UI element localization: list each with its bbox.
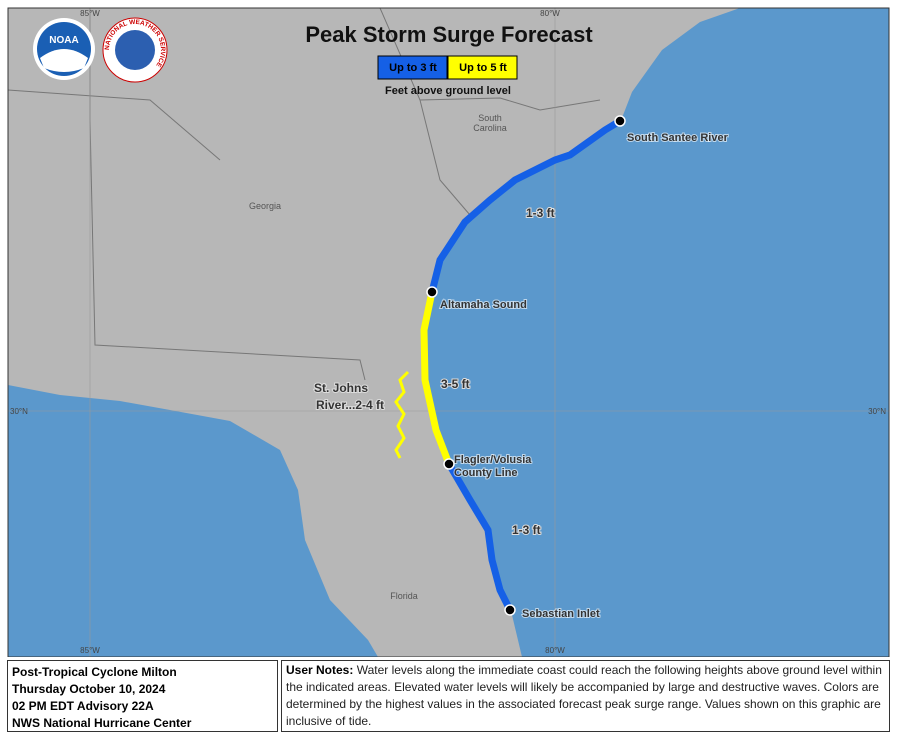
location-label: Sebastian Inlet (522, 608, 600, 620)
logo-bird (40, 49, 88, 72)
lat-label: 30°N (10, 407, 28, 416)
location-marker (504, 604, 516, 616)
lon-label: 85°W (80, 646, 100, 655)
nws-logo: NATIONAL WEATHER SERVICE (102, 17, 168, 83)
border (379, 7, 471, 216)
border (419, 97, 601, 111)
location-label: Altamaha Sound (440, 299, 527, 311)
title: Peak Storm Surge Forecast (305, 22, 593, 47)
river-surge-line (394, 370, 410, 459)
segment-label: 1-3 ft (512, 523, 541, 537)
lat-label: 30°N (868, 407, 886, 416)
graticule (8, 8, 889, 657)
region-label: Georgia (249, 201, 281, 211)
legend-swatch (377, 55, 448, 80)
user-notes: User Notes: Water levels along the immed… (281, 660, 890, 732)
logo-disc (115, 30, 155, 70)
location-label: County Line (454, 467, 518, 479)
location-marker (614, 115, 626, 127)
legend-label: Up to 3 ft (389, 62, 437, 74)
advisory-info: Post-Tropical Cyclone Milton Thursday Oc… (7, 660, 278, 732)
info-line: NWS National Hurricane Center (12, 716, 192, 730)
notes-label: User Notes: (286, 663, 354, 677)
info-line: 02 PM EDT Advisory 22A (12, 699, 154, 713)
border (7, 89, 221, 161)
lon-label: 80°W (545, 646, 565, 655)
location-marker (443, 458, 455, 470)
surge-line (420, 288, 453, 468)
location-label: Flagler/Volusia (454, 454, 532, 466)
location-marker (426, 286, 438, 298)
legend: Up to 3 ft Up to 5 ft (377, 55, 518, 80)
lon-label: 85°W (80, 9, 100, 18)
gulf-of-mexico (8, 385, 378, 657)
segment-label: St. Johns (314, 381, 368, 395)
map: 85°W 80°W 85°W 80°W 30°N 30°N South Caro… (7, 7, 890, 657)
markers (426, 115, 626, 616)
map-border (7, 7, 890, 657)
lon-label: 80°W (540, 9, 560, 18)
info-line: Post-Tropical Cyclone Milton (12, 665, 177, 679)
legend-label: Up to 5 ft (459, 62, 507, 74)
legend-swatch (447, 55, 518, 80)
segment-label: 3-5 ft (441, 377, 470, 391)
notes-text: Water levels along the immediate coast c… (286, 663, 882, 728)
surge-line (445, 460, 514, 614)
segment-label: River...2-4 ft (316, 398, 384, 412)
region-label: Florida (390, 591, 418, 601)
noaa-logo: NOAA (33, 18, 95, 80)
location-label: South Santee River (627, 132, 729, 144)
logo-text: NOAA (49, 35, 78, 46)
region-label: South (478, 113, 502, 123)
info-line: Thursday October 10, 2024 (12, 682, 166, 696)
segment-label: 1-3 ft (526, 206, 555, 220)
region-label: Carolina (473, 123, 507, 133)
legend-caption: Feet above ground level (385, 85, 511, 97)
surge-line (428, 117, 624, 296)
